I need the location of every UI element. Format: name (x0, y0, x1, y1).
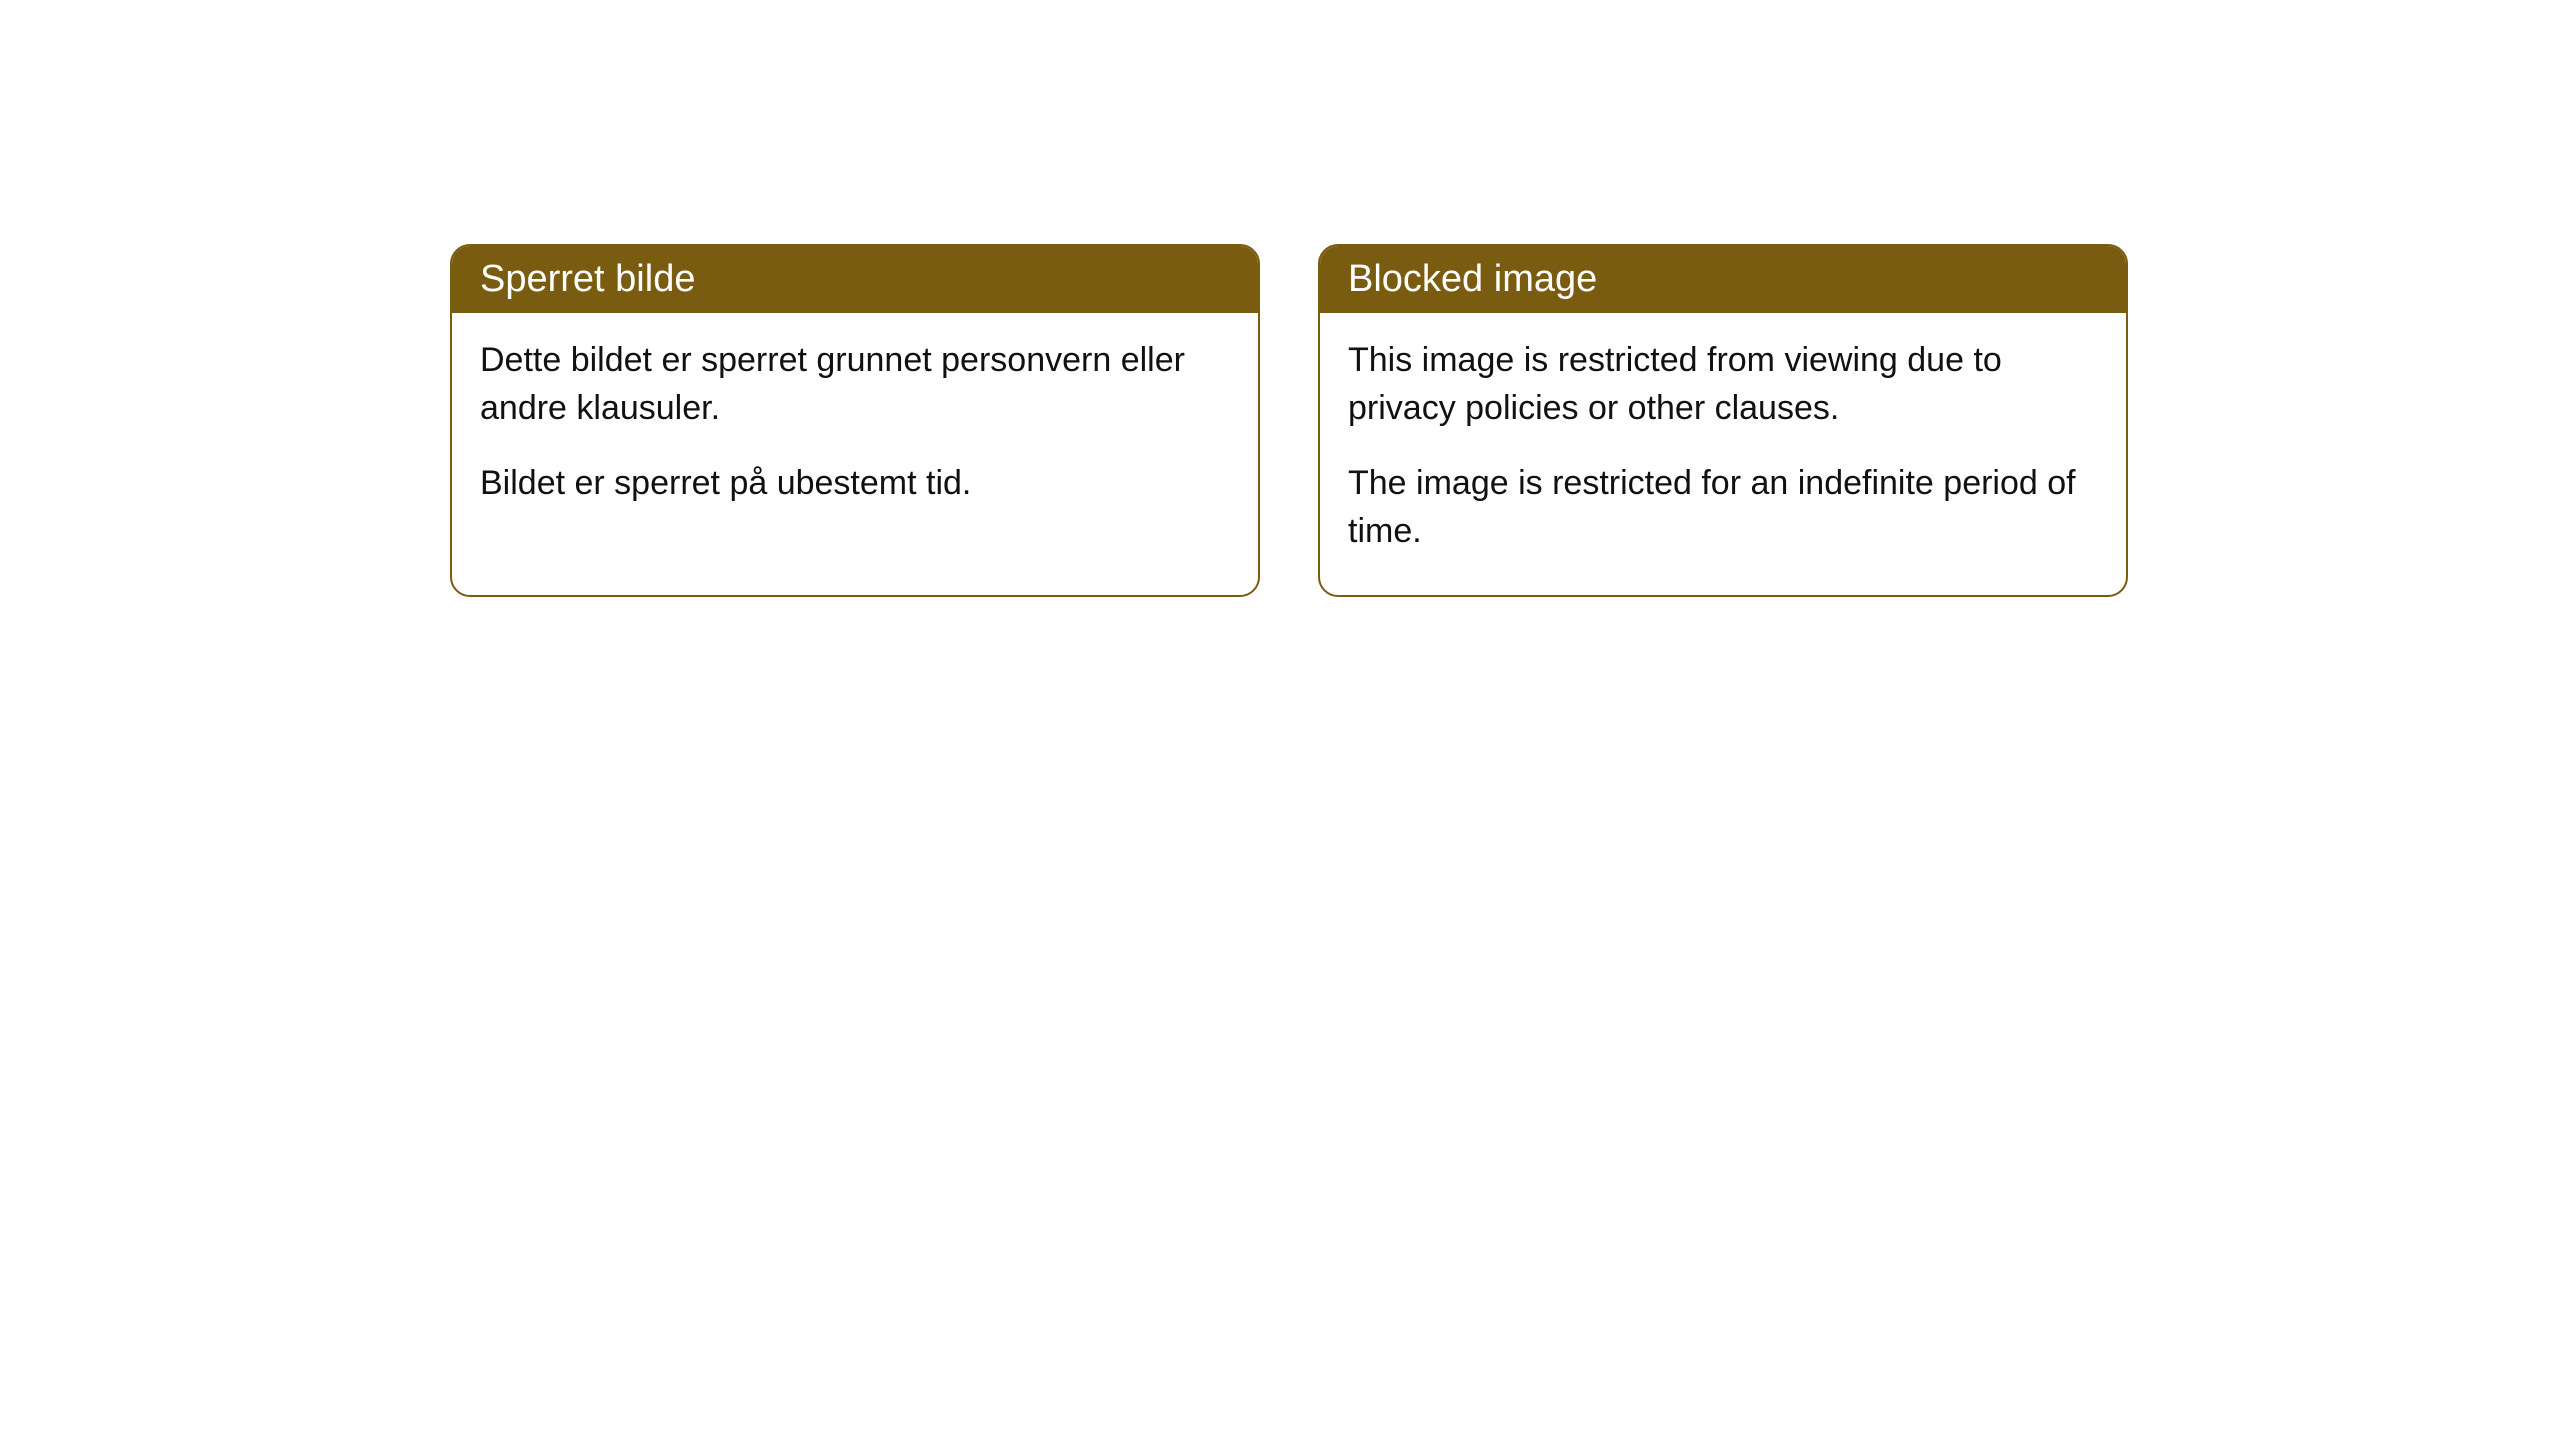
card-paragraph-1: Dette bildet er sperret grunnet personve… (480, 337, 1230, 432)
card-norwegian: Sperret bilde Dette bildet er sperret gr… (450, 244, 1260, 597)
card-paragraph-2: Bildet er sperret på ubestemt tid. (480, 460, 1230, 508)
card-english: Blocked image This image is restricted f… (1318, 244, 2128, 597)
card-body-norwegian: Dette bildet er sperret grunnet personve… (452, 313, 1258, 548)
card-header-english: Blocked image (1320, 246, 2126, 313)
cards-container: Sperret bilde Dette bildet er sperret gr… (450, 244, 2128, 597)
card-title: Blocked image (1348, 258, 1597, 300)
card-paragraph-2: The image is restricted for an indefinit… (1348, 460, 2098, 555)
card-title: Sperret bilde (480, 258, 695, 300)
card-header-norwegian: Sperret bilde (452, 246, 1258, 313)
card-paragraph-1: This image is restricted from viewing du… (1348, 337, 2098, 432)
card-body-english: This image is restricted from viewing du… (1320, 313, 2126, 595)
